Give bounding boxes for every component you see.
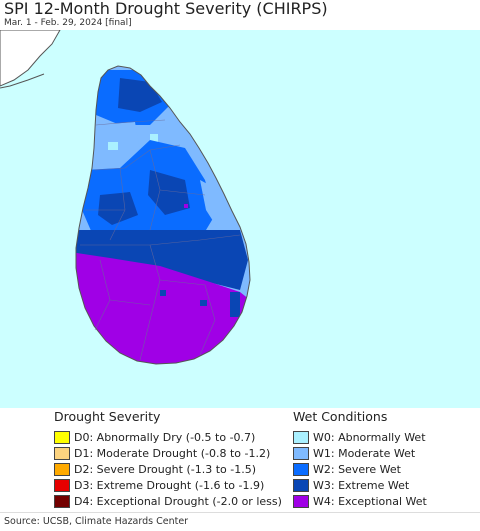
adams-bridge	[0, 73, 45, 89]
island-outline	[75, 65, 251, 365]
swatch-d0	[54, 430, 70, 444]
drought-legend-heading: Drought Severity	[54, 409, 161, 424]
swatch-d2	[54, 462, 70, 476]
swatch-d3	[54, 478, 70, 492]
swatch-w2	[293, 462, 309, 476]
legend-label-d4: D4: Exceptional Drought (-2.0 or less)	[74, 494, 282, 508]
legend-item-w3: W3: Extreme Wet	[293, 477, 427, 493]
legend-item-d1: D1: Moderate Drought (-0.8 to -1.2)	[54, 445, 282, 461]
source-credit: Source: UCSB, Climate Hazards Center	[4, 516, 189, 527]
legend-item-w0: W0: Abnormally Wet	[293, 429, 427, 445]
legend-label-d2: D2: Severe Drought (-1.3 to -1.5)	[74, 462, 257, 476]
map-title: SPI 12-Month Drought Severity (CHIRPS)	[4, 0, 328, 18]
legend-label-w4: W4: Exceptional Wet	[313, 494, 427, 508]
legend-item-w2: W2: Severe Wet	[293, 461, 427, 477]
map-header: SPI 12-Month Drought Severity (CHIRPS) M…	[0, 0, 480, 30]
legend-item-d3: D3: Extreme Drought (-1.6 to -1.9)	[54, 477, 282, 493]
drought-legend: Drought Severity D0: Abnormally Dry (-0.…	[54, 408, 282, 509]
swatch-w0	[293, 430, 309, 444]
legend-item-d4: D4: Exceptional Drought (-2.0 or less)	[54, 493, 282, 509]
wet-legend-heading: Wet Conditions	[293, 409, 388, 424]
legend-label-w1: W1: Moderate Wet	[313, 446, 416, 460]
legend-label-d0: D0: Abnormally Dry (-0.5 to -0.7)	[74, 430, 256, 444]
district-borders	[80, 119, 241, 361]
legend-label-w3: W3: Extreme Wet	[313, 478, 410, 492]
legend-label-w2: W2: Severe Wet	[313, 462, 401, 476]
legend-label-d1: D1: Moderate Drought (-0.8 to -1.2)	[74, 446, 271, 460]
india-coast	[0, 30, 61, 87]
legend-item-d2: D2: Severe Drought (-1.3 to -1.5)	[54, 461, 282, 477]
legend-label-w0: W0: Abnormally Wet	[313, 430, 426, 444]
legend: Drought Severity D0: Abnormally Dry (-0.…	[0, 408, 480, 512]
legend-label-d3: D3: Extreme Drought (-1.6 to -1.9)	[74, 478, 265, 492]
swatch-w4	[293, 494, 309, 508]
swatch-d4	[54, 494, 70, 508]
legend-item-w4: W4: Exceptional Wet	[293, 493, 427, 509]
legend-item-w1: W1: Moderate Wet	[293, 445, 427, 461]
map-canvas[interactable]	[0, 30, 480, 408]
swatch-w1	[293, 446, 309, 460]
footer: Source: UCSB, Climate Hazards Center	[0, 512, 480, 531]
swatch-d1	[54, 446, 70, 460]
swatch-w3	[293, 478, 309, 492]
sri-lanka-map	[0, 30, 251, 365]
legend-item-d0: D0: Abnormally Dry (-0.5 to -0.7)	[54, 429, 282, 445]
map-subtitle: Mar. 1 - Feb. 29, 2024 [final]	[4, 18, 132, 28]
wet-legend: Wet Conditions W0: Abnormally Wet W1: Mo…	[293, 408, 427, 509]
